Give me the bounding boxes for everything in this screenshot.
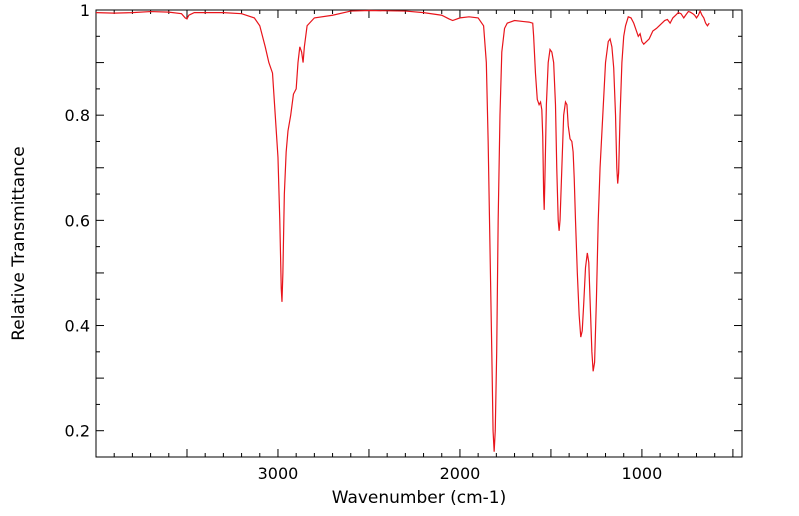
y-axis-label: Relative Transmittance <box>9 146 29 341</box>
x-tick-label: 2000 <box>440 464 481 483</box>
y-tick-label: 0.6 <box>65 211 90 230</box>
axis-ticks <box>96 9 742 458</box>
y-tick-label: 0.2 <box>65 422 90 441</box>
x-tick-label: 3000 <box>258 464 299 483</box>
y-tick-label: 1 <box>80 1 90 20</box>
x-axis-label: Wavenumber (cm-1) <box>332 488 507 508</box>
axis-tick-labels: 3000 2000 1000 0.2 0.4 0.6 0.8 1 <box>65 1 663 483</box>
spectrum-line <box>95 9 710 452</box>
y-tick-label: 0.4 <box>65 317 90 336</box>
plot-frame <box>95 9 743 458</box>
x-tick-label: 1000 <box>622 464 663 483</box>
y-tick-label: 0.8 <box>65 106 90 125</box>
